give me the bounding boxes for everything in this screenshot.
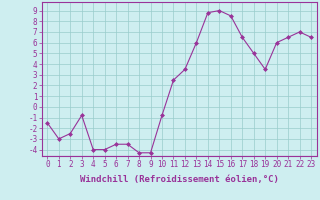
X-axis label: Windchill (Refroidissement éolien,°C): Windchill (Refroidissement éolien,°C) xyxy=(80,175,279,184)
